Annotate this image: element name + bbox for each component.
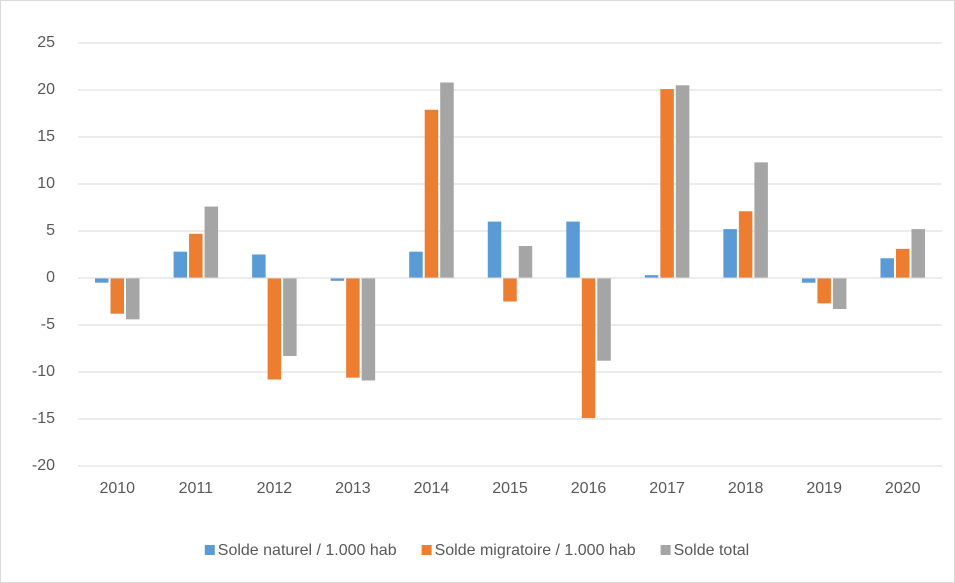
- bar: [895, 248, 910, 278]
- bar: [252, 254, 266, 278]
- legend-label: Solde migratoire / 1.000 hab: [435, 542, 636, 559]
- legend-swatch: [204, 545, 215, 555]
- bar: [424, 109, 439, 279]
- y-tick-label: -15: [32, 410, 55, 427]
- bar: [723, 229, 737, 278]
- bar: [817, 278, 831, 304]
- y-tick-label: 0: [46, 269, 55, 286]
- bar: [754, 162, 768, 278]
- x-tick-label: 2011: [179, 480, 214, 497]
- legend-swatch: [421, 545, 432, 555]
- bar: [283, 278, 297, 357]
- bar: [440, 82, 454, 278]
- bar: [911, 229, 925, 278]
- legend-label: Solde total: [674, 542, 750, 559]
- x-tick-label: 2013: [335, 480, 371, 497]
- x-tick-label: 2012: [257, 480, 293, 497]
- bar: [346, 278, 360, 378]
- bar: [660, 89, 674, 278]
- y-tick-label: 25: [37, 34, 55, 51]
- bar: [487, 221, 502, 278]
- bar: [801, 278, 816, 283]
- x-tick-label: 2019: [806, 480, 842, 497]
- y-tick-label: 20: [37, 81, 55, 98]
- bar: [173, 251, 188, 278]
- x-tick-label: 2014: [414, 480, 450, 497]
- bar: [597, 278, 611, 361]
- bar: [189, 233, 203, 278]
- x-tick-label: 2017: [649, 480, 685, 497]
- bar: [644, 275, 659, 278]
- legend-swatch: [660, 545, 671, 555]
- x-tick-label: 2016: [571, 480, 607, 497]
- y-tick-label: -10: [32, 363, 55, 380]
- bar: [832, 278, 847, 310]
- x-tick-label: 2018: [728, 480, 764, 497]
- bar: [95, 278, 109, 283]
- bar: [110, 278, 125, 314]
- y-tick-label: 10: [37, 175, 55, 192]
- y-tick-label: -20: [32, 457, 55, 474]
- bar: [880, 258, 894, 278]
- y-tick-label: 5: [46, 222, 55, 239]
- bar: [126, 278, 140, 320]
- x-tick-label: 2020: [885, 480, 921, 497]
- y-tick-label: 15: [37, 128, 55, 145]
- bar: [409, 251, 423, 278]
- bar: [204, 206, 219, 278]
- bar: [361, 278, 376, 381]
- bar: [675, 85, 690, 278]
- bar: [518, 246, 533, 278]
- legend-label: Solde naturel / 1.000 hab: [218, 542, 397, 559]
- bar: [503, 278, 517, 302]
- bar: [581, 278, 596, 419]
- x-tick-label: 2015: [492, 480, 528, 497]
- bar: [738, 211, 753, 278]
- bar: [566, 221, 580, 278]
- y-tick-label: -5: [41, 316, 55, 333]
- bar: [330, 278, 345, 281]
- bar: [267, 278, 282, 380]
- x-tick-label: 2010: [99, 480, 135, 497]
